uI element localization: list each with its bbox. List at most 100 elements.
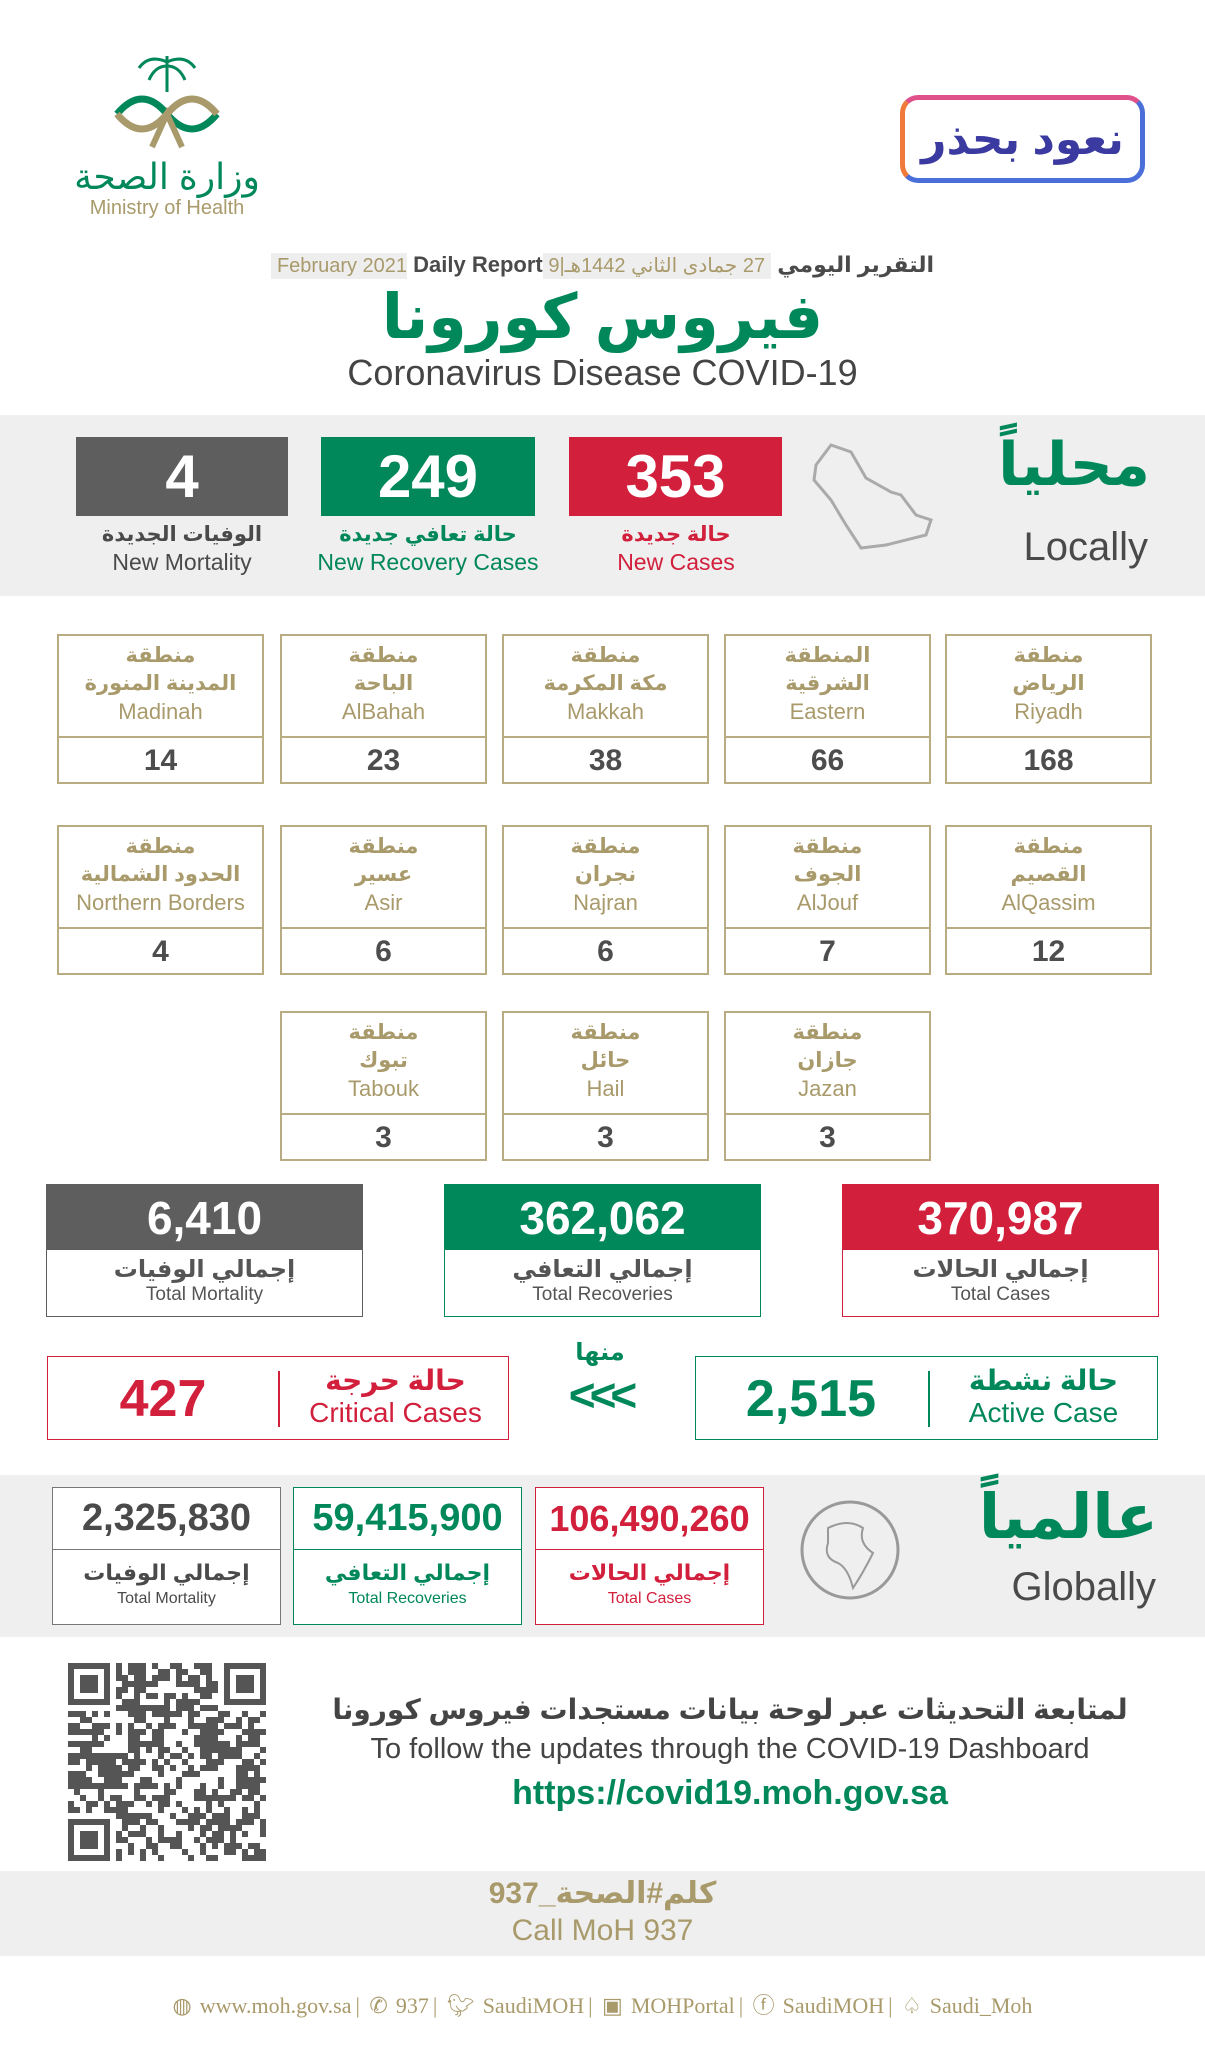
region-name-ar: القصيم: [1010, 863, 1087, 886]
region-name-en: Eastern: [789, 699, 866, 724]
globally-heading-ar: عالمياً: [978, 1483, 1158, 1552]
qr-code[interactable]: [68, 1663, 266, 1861]
region-name-en: Riyadh: [1014, 699, 1083, 724]
region-prefix-ar: منطقة: [570, 1021, 641, 1044]
label-en: New Mortality: [112, 549, 252, 576]
label-en: Total Cases: [607, 1590, 692, 1607]
daily-report-en: Daily Report: [413, 252, 543, 277]
region-name-en: Northern Borders: [76, 890, 245, 915]
ministry-name-ar: وزارة الصحة: [74, 156, 260, 197]
region-name: منطقة عسير Asir: [282, 827, 485, 929]
globally-heading-en: Globally: [1011, 1565, 1156, 1609]
region-name: منطقة الرياض Riyadh: [947, 636, 1150, 738]
phone-icon: ✆: [369, 1993, 388, 2018]
page-title-en: Coronavirus Disease COVID-19: [347, 352, 858, 393]
facebook-icon: ⓕ: [752, 1993, 775, 2018]
active-label: حالة نشطة Active Case: [936, 1365, 1151, 1429]
label-en: Total Mortality: [145, 1284, 264, 1305]
dashboard-link[interactable]: https://covid19.moh.gov.sa: [512, 1774, 948, 1812]
region-prefix-ar: منطقة: [348, 644, 419, 667]
region-value: 3: [375, 1121, 392, 1154]
region-prefix-ar: منطقة: [570, 835, 641, 858]
region-prefix-ar: منطقة: [570, 644, 641, 667]
region-value: 6: [375, 935, 392, 968]
region-prefix-ar: منطقة: [792, 835, 863, 858]
label-ar: حالة تعافي جديدة: [339, 523, 517, 546]
phone-number[interactable]: 937: [395, 1993, 429, 2018]
region-value: 7: [819, 935, 836, 968]
critical-value: 427: [119, 1370, 207, 1428]
region-name-en: Makkah: [566, 699, 645, 724]
globe-icon: ◍: [172, 1993, 192, 2018]
label-ar: إجمالي الحالات: [912, 1256, 1089, 1283]
region-card-northern-borders: منطقة الحدود الشمالية Northern Borders 4: [57, 825, 264, 975]
call-section: [0, 1871, 1205, 1956]
label-en: Total Cases: [950, 1284, 1051, 1305]
website-link[interactable]: www.moh.gov.sa: [199, 1993, 352, 2018]
global-recoveries-value: 59,415,900: [294, 1488, 521, 1550]
snapchat-link[interactable]: Saudi_Moh: [929, 1993, 1033, 2018]
label-ar: إجمالي التعافي: [512, 1256, 693, 1283]
critical-cases-card: 427 حالة حرجة Critical Cases: [47, 1356, 509, 1440]
label-ar: الوفيات الجديدة: [101, 523, 263, 546]
region-value: 168: [1023, 744, 1074, 777]
region-name-ar: تبوك: [359, 1049, 408, 1072]
region-prefix-ar: منطقة: [348, 1021, 419, 1044]
snapchat-icon: ♤: [902, 1993, 922, 2018]
region-name-ar: جازان: [797, 1049, 858, 1072]
region-card-najran: منطقة نجران Najran 6: [502, 825, 709, 975]
ministry-name-en: Ministry of Health: [89, 197, 245, 219]
region-card-aljouf: منطقة الجوف AlJouf 7: [724, 825, 931, 975]
region-prefix-ar: منطقة: [1013, 644, 1084, 667]
region-name-en: AlQassim: [1001, 890, 1096, 915]
region-value: 38: [588, 744, 623, 777]
label-ar: إجمالي الوفيات: [83, 1560, 250, 1585]
region-prefix-ar: منطقة: [792, 1021, 863, 1044]
twitter-link[interactable]: SaudiMOH: [482, 1993, 585, 2018]
active-value: 2,515: [745, 1370, 877, 1428]
label-en: Critical Cases: [309, 1397, 482, 1428]
region-value: 14: [143, 744, 178, 777]
divider: [278, 1371, 280, 1427]
facebook-link[interactable]: SaudiMOH: [782, 1993, 885, 2018]
total-mortality-value: 6,410: [47, 1185, 362, 1250]
region-name: منطقة تبوك Tabouk: [282, 1013, 485, 1115]
region-card-eastern: المنطقة الشرقية Eastern 66: [724, 634, 931, 784]
new-mortality-label: الوفيات الجديدة New Mortality: [56, 522, 308, 577]
total-recoveries-card: 362,062 إجمالي التعافي Total Recoveries: [444, 1184, 761, 1317]
locally-heading-en: Locally: [1023, 525, 1148, 569]
call-ar: كلم#الصحة_937: [488, 1877, 717, 1910]
global-recoveries-card: 59,415,900 إجمالي التعافي Total Recoveries: [293, 1487, 522, 1625]
label-en: Active Case: [968, 1397, 1119, 1428]
region-name-en: AlJouf: [796, 890, 859, 915]
region-name: منطقة الجوف AlJouf: [726, 827, 929, 929]
saudi-map-icon: [812, 443, 933, 550]
region-value: 3: [819, 1121, 836, 1154]
call-en: Call MoH 937: [511, 1914, 694, 1947]
youtube-link[interactable]: MOHPortal: [630, 1993, 735, 2018]
region-prefix-ar: منطقة: [125, 644, 196, 667]
region-name-ar: المدينة المنورة: [84, 672, 237, 695]
region-name: منطقة مكة المكرمة Makkah: [504, 636, 707, 738]
dashboard-text-en: To follow the updates through the COVID-…: [370, 1733, 1090, 1765]
new-recovery-label: حالة تعافي جديدة New Recovery Cases: [290, 522, 566, 577]
dashboard-text-ar: لمتابعة التحديثات عبر لوحة بيانات مستجدا…: [332, 1694, 1128, 1725]
palm-swords-emblem-icon: [114, 56, 220, 149]
region-name-en: Madinah: [118, 699, 203, 724]
label-ar: حالة حرجة: [325, 1365, 466, 1396]
region-prefix-ar: منطقة: [348, 835, 419, 858]
region-name: منطقة المدينة المنورة Madinah: [59, 636, 262, 738]
region-name: منطقة الحدود الشمالية Northern Borders: [59, 827, 262, 929]
arrows-icon: <<<: [568, 1369, 638, 1421]
region-prefix-ar: منطقة: [1013, 835, 1084, 858]
label-en: New Cases: [617, 549, 735, 576]
region-value: 3: [597, 1121, 614, 1154]
new-mortality-value: 4: [76, 437, 288, 516]
region-card-tabouk: منطقة تبوك Tabouk 3: [280, 1011, 487, 1161]
page-title-ar: فيروس كورونا: [381, 283, 824, 352]
total-cases-value: 370,987: [843, 1185, 1158, 1250]
of-which-label: منها: [575, 1339, 625, 1366]
twitter-icon: 🐦︎: [446, 1993, 475, 2018]
region-card-albahah: منطقة الباحة AlBahah 23: [280, 634, 487, 784]
region-name-ar: نجران: [574, 863, 637, 886]
